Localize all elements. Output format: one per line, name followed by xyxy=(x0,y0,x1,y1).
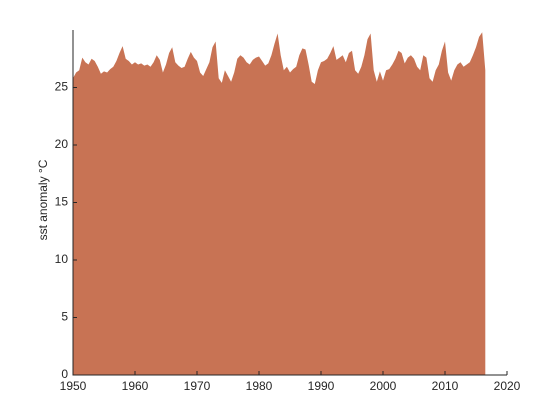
y-tick-label: 10 xyxy=(55,252,69,266)
x-tick-label: 1970 xyxy=(184,379,211,393)
y-axis-label: sst anomaly °C xyxy=(36,159,50,240)
x-tick-label: 2010 xyxy=(432,379,459,393)
area xyxy=(73,32,486,376)
x-tick-label: 1950 xyxy=(60,379,87,393)
y-tick-label: 0 xyxy=(61,367,68,381)
y-tick-label: 20 xyxy=(55,137,69,151)
x-tick-label: 1980 xyxy=(246,379,273,393)
x-tick-label: 1990 xyxy=(308,379,335,393)
x-tick-label: 1960 xyxy=(122,379,149,393)
x-tick-label: 2000 xyxy=(370,379,397,393)
y-tick-label: 25 xyxy=(55,80,69,94)
y-tick-label: 15 xyxy=(55,195,69,209)
y-tick-label: 5 xyxy=(61,310,68,324)
x-tick-label: 2020 xyxy=(494,379,521,393)
